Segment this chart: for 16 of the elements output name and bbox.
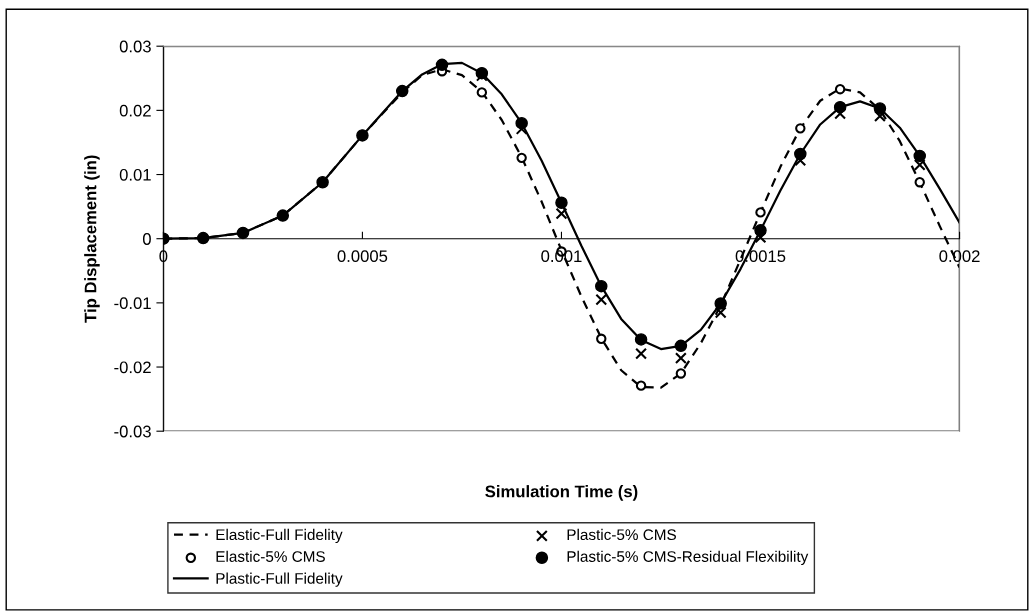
y-tick-label: 0.03 [119, 40, 151, 53]
legend-label: Plastic-5% CMS [567, 528, 676, 541]
y-tick-label: -0.03 [114, 425, 151, 438]
legend-label: Plastic-Full Fidelity [216, 572, 343, 587]
y-axis-title: Tip Displacement (in) [84, 155, 100, 323]
legend-label: Elastic-5% CMS [216, 550, 325, 562]
y-tick-label: 0 [142, 233, 151, 245]
legend-label: Plastic-5% CMS-Residual Flexibility [567, 550, 809, 565]
y-tick-label: -0.02 [114, 361, 151, 374]
y-tick-label: 0.02 [119, 104, 151, 117]
y-tick-label: 0.01 [119, 168, 151, 181]
x-tick-label: 0.0005 [337, 250, 388, 263]
y-tick-label: -0.01 [114, 297, 151, 310]
x-tick-label: 0.002 [939, 250, 980, 263]
legend-label: Elastic-Full Fidelity [216, 528, 343, 544]
x-axis-title: Simulation Time (s) [485, 485, 638, 501]
